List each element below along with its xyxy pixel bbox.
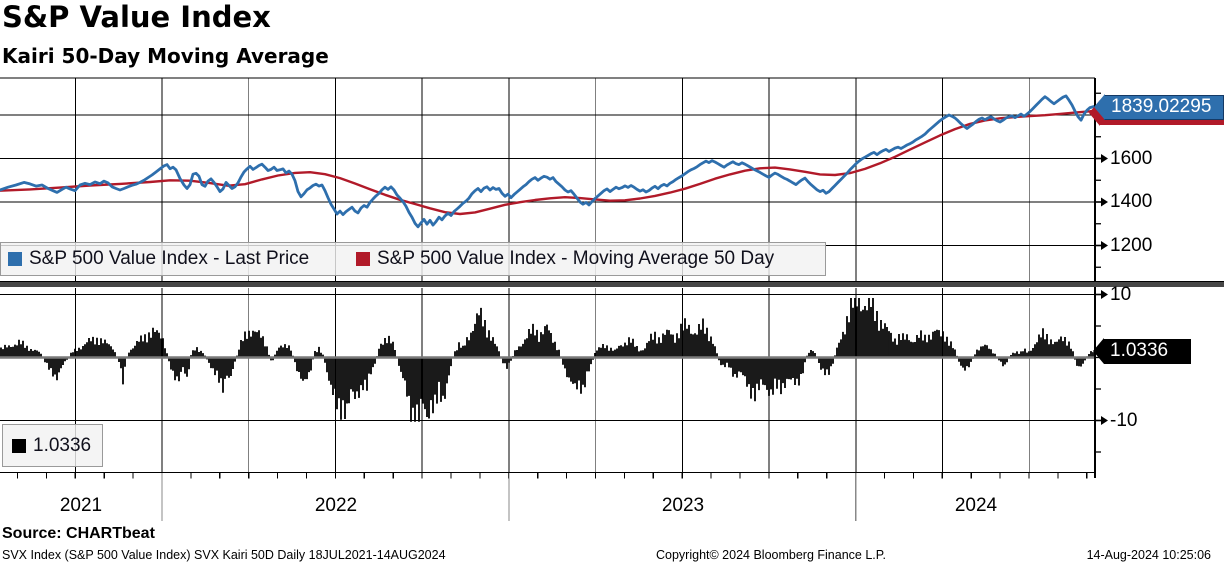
bottom-legend-strip: 1.0336 [2, 424, 103, 467]
pill-arrow-icon [1094, 94, 1105, 120]
footer-info-row: SVX Index (S&P 500 Value Index) SVX Kair… [0, 548, 1224, 564]
last-price-value: 1839.02295 [1111, 95, 1212, 117]
legend-item-kairi[interactable]: 1.0336 [12, 430, 91, 462]
pill-arrow-icon [1093, 338, 1104, 364]
legend-label: 1.0336 [33, 435, 92, 456]
y-axis-tick-label: 1400 [1110, 191, 1153, 212]
x-axis-year-2022[interactable]: 2022 [314, 495, 358, 516]
kairi-swatch-icon [12, 439, 26, 453]
copyright-text: Copyright© 2024 Bloomberg Finance L.P. [656, 548, 886, 562]
legend-item-moving-average[interactable]: S&P 500 Value Index - Moving Average 50 … [356, 243, 774, 275]
y-axis-tick-label: 1200 [1110, 234, 1153, 256]
y-axis-tick-label: 10 [1110, 283, 1132, 305]
top-legend-strip: S&P 500 Value Index - Last Price S&P 500… [0, 242, 826, 276]
kairi-value: 1.0336 [1110, 339, 1169, 361]
x-axis-year-2021[interactable]: 2021 [59, 495, 103, 516]
y-axis-tick-label: -10 [1110, 409, 1138, 431]
legend-label: S&P 500 Value Index - Moving Average 50 … [377, 248, 775, 269]
legend-item-last-price[interactable]: S&P 500 Value Index - Last Price [8, 243, 309, 275]
x-axis-year-2024[interactable]: 2024 [954, 495, 998, 516]
source-text: Source: CHARTbeat [2, 525, 155, 542]
axis-ticks [16, 92, 1108, 521]
kairi-bars [0, 298, 1095, 422]
kairi-axis-pill[interactable]: 1.0336 [1093, 338, 1191, 364]
price-lines [0, 94, 1096, 229]
x-axis-year-2023[interactable]: 2023 [661, 495, 705, 516]
last-price-swatch-icon [8, 252, 22, 266]
y-axis-tick-label: 1600 [1110, 147, 1153, 169]
page-title: S&P Value Index [2, 0, 271, 34]
legend-label: S&P 500 Value Index - Last Price [29, 248, 310, 269]
axes-frame [0, 77, 1224, 478]
moving-average-swatch-icon [356, 252, 370, 266]
timestamp: 14-Aug-2024 10:25:06 [1086, 548, 1211, 562]
security-description: SVX Index (S&P 500 Value Index) SVX Kair… [2, 548, 446, 562]
page-subtitle: Kairi 50-Day Moving Average [2, 44, 329, 68]
last-price-axis-pill[interactable]: 1839.02295 [1094, 94, 1224, 120]
